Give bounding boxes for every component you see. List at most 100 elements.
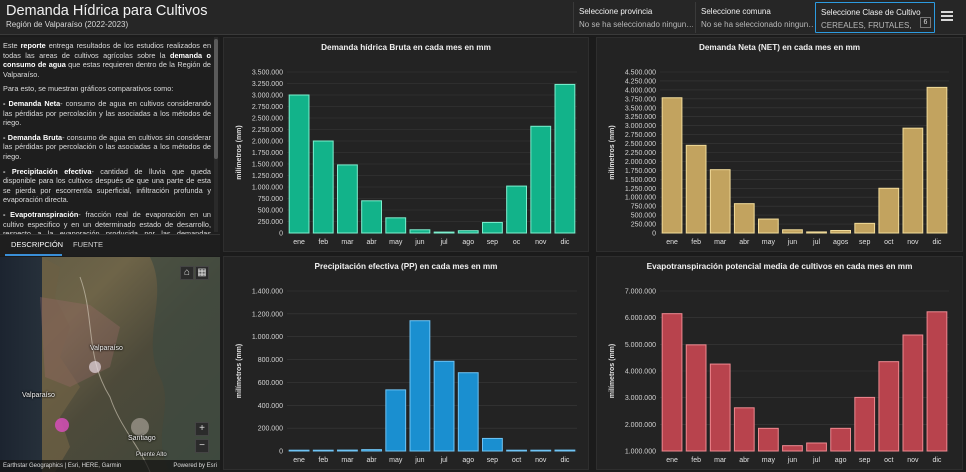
selection-count-badge: 6 <box>920 17 931 28</box>
hamburger-menu-icon[interactable] <box>941 11 953 21</box>
y-tick-label: 1.000.000 <box>252 185 283 192</box>
home-icon[interactable]: ⌂ <box>180 266 194 280</box>
description-text: Este reporte entrega resultados de los e… <box>3 41 211 234</box>
region-boundary <box>40 297 120 387</box>
commune-selector[interactable]: Seleccione comuna No se ha seleccionado … <box>695 2 813 33</box>
y-tick-label: 2.750.000 <box>252 104 283 111</box>
urban-area <box>131 418 149 436</box>
bar-sep <box>854 396 876 452</box>
bar-may <box>385 217 407 234</box>
y-tick-label: 1.750.000 <box>625 168 656 175</box>
x-tick-label: sep <box>487 239 498 246</box>
app-subtitle: Región de Valparaíso (2022-2023) <box>6 20 129 29</box>
y-tick-label: 1.250.000 <box>625 186 656 193</box>
intro-bold-demanda: demanda o consumo de agua <box>3 50 211 70</box>
bar-ene <box>661 97 683 234</box>
map-terrain <box>40 257 220 472</box>
description-panel: Este reporte entrega resultados de los e… <box>0 37 220 234</box>
y-tick-label: 1.400.000 <box>252 289 283 296</box>
y-tick-label: 2.000.000 <box>252 139 283 146</box>
y-tick-label: 2.500.000 <box>625 141 656 148</box>
attribution-text: Earthstar Geographics | Esri, HERE, Garm… <box>3 463 122 469</box>
y-tick-label: 4.000.000 <box>625 369 656 376</box>
panel-tabs: DESCRIPCIÓN FUENTE <box>0 234 220 256</box>
x-tick-label: sep <box>859 457 870 464</box>
y-tick-label: 4.000.000 <box>625 87 656 94</box>
y-tick-label: 1.000.000 <box>625 449 656 456</box>
definition-item: - Demanda Neta- consumo de agua en culti… <box>3 99 211 128</box>
definition-term: - Demanda Bruta <box>3 132 63 142</box>
bar-feb <box>312 449 334 452</box>
x-tick-label: abr <box>367 457 378 464</box>
x-tick-label: ago <box>835 457 847 464</box>
x-tick-label: feb <box>318 239 328 246</box>
x-tick-label: oct <box>512 457 521 464</box>
definition-text: - cantidad de lluvia que queda disponibl… <box>3 166 211 205</box>
zoom-out-button[interactable]: − <box>195 439 209 453</box>
x-tick-label: dic <box>560 239 569 246</box>
esri-credit: Powered by Esri <box>173 463 217 469</box>
y-tick-label: 7.000.000 <box>625 289 656 296</box>
map-view[interactable]: Valparaíso Valparaíso Santiago Puente Al… <box>0 257 220 472</box>
y-axis-label: milímetros (mm) <box>236 344 243 398</box>
bar-jun <box>409 229 431 234</box>
y-tick-label: 250.000 <box>258 219 283 226</box>
ocean-area <box>0 257 42 472</box>
y-tick-label: 3.000.000 <box>625 123 656 130</box>
x-tick-label: sep <box>859 239 870 246</box>
map-attribution: Earthstar Geographics | Esri, HERE, Garm… <box>0 460 220 472</box>
bar-dic <box>554 83 576 234</box>
bar-oct <box>878 187 900 234</box>
x-tick-label: jul <box>812 457 820 464</box>
zoom-in-button[interactable]: + <box>195 422 209 436</box>
y-tick-label: 500.000 <box>258 208 283 215</box>
bar-agos <box>830 229 851 234</box>
definition-item: - Precipitación efectiva- cantidad de ll… <box>3 167 211 205</box>
x-tick-label: sep <box>487 457 498 464</box>
bar-ene <box>661 313 683 452</box>
bar-feb <box>312 140 334 234</box>
bar-ene <box>288 449 310 452</box>
scrollbar-thumb[interactable] <box>214 39 218 159</box>
y-tick-label: 2.500.000 <box>252 116 283 123</box>
crop-area-marker <box>55 418 69 432</box>
province-selector[interactable]: Seleccione provincia No se ha selecciona… <box>573 2 693 33</box>
chart-card-pp: Precipitación efectiva (PP) en cada mes … <box>223 256 589 470</box>
y-tick-label: 3.500.000 <box>252 70 283 77</box>
bar-jun <box>782 229 803 234</box>
x-tick-label: mar <box>714 457 727 464</box>
y-axis-label: milímetros (mm) <box>236 125 243 179</box>
bar-nov <box>902 334 924 452</box>
y-tick-label: 2.000.000 <box>625 159 656 166</box>
y-tick-label: 6.000.000 <box>625 315 656 322</box>
y-tick-label: 2.750.000 <box>625 132 656 139</box>
commune-selector-label: Seleccione comuna <box>701 7 771 16</box>
intro-paragraph: Este reporte entrega resultados de los e… <box>3 41 211 79</box>
tab-description[interactable]: DESCRIPCIÓN <box>11 240 64 249</box>
crop-class-selector[interactable]: Seleccione Clase de Cultivo CEREALES, FR… <box>815 2 935 33</box>
bar-sep <box>482 221 503 234</box>
y-tick-label: 1.000.000 <box>625 195 656 202</box>
bar-feb <box>685 144 707 234</box>
bar-sep <box>854 222 876 234</box>
chart-card-neta: Demanda Neta (NET) en cada mes en mm 0 25… <box>596 37 963 252</box>
bar-mar <box>709 169 731 234</box>
region-border-line <box>79 276 151 472</box>
basemap-icon[interactable]: ▦ <box>195 266 209 280</box>
bar-may <box>758 218 779 234</box>
y-tick-label: 3.250.000 <box>625 114 656 121</box>
definition-text: - fracción real de evaporación en un cul… <box>3 209 211 234</box>
bar-jul <box>433 231 455 234</box>
chart-precipitacion: 0 200.000 400.000 600.000 800.000 1.000.000 1.… <box>236 289 577 464</box>
bar-mar <box>337 449 358 452</box>
y-tick-label: 1.500.000 <box>625 177 656 184</box>
map-label-valparaiso-city: Valparaíso <box>22 392 55 399</box>
y-tick-label: 600.000 <box>258 380 283 387</box>
x-tick-label: ene <box>293 239 305 246</box>
chart-title: Demanda Neta (NET) en cada mes en mm <box>698 43 861 52</box>
x-tick-label: dic <box>932 239 941 246</box>
bar-ago <box>457 372 479 452</box>
tab-source[interactable]: FUENTE <box>73 240 103 249</box>
y-tick-label: 500.000 <box>631 213 656 220</box>
app-title: Demanda Hídrica para Cultivos <box>6 3 208 19</box>
